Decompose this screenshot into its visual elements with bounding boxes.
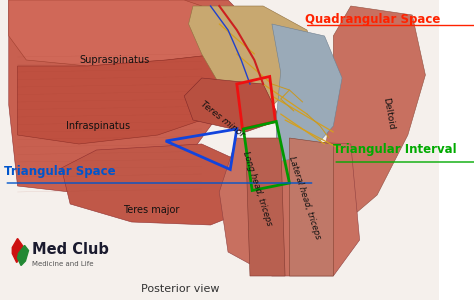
Text: Supraspinatus: Supraspinatus: [79, 55, 149, 65]
Text: Teres minor: Teres minor: [199, 100, 246, 140]
Polygon shape: [272, 24, 342, 162]
Polygon shape: [12, 238, 23, 262]
Text: Infraspinatus: Infraspinatus: [66, 121, 130, 131]
Polygon shape: [18, 245, 28, 266]
Polygon shape: [18, 54, 228, 144]
Polygon shape: [184, 78, 281, 132]
Polygon shape: [316, 6, 425, 225]
Polygon shape: [0, 0, 438, 300]
Polygon shape: [290, 138, 333, 276]
Text: Posterior view: Posterior view: [141, 284, 219, 295]
Text: Lateral head, triceps: Lateral head, triceps: [287, 155, 322, 241]
Text: Triangular Space: Triangular Space: [4, 164, 116, 178]
Text: Long head, triceps: Long head, triceps: [241, 151, 273, 227]
Polygon shape: [189, 6, 316, 114]
Polygon shape: [246, 138, 285, 276]
Polygon shape: [9, 0, 246, 66]
Polygon shape: [219, 138, 360, 276]
Text: Deltoid: Deltoid: [381, 97, 395, 131]
Text: Triangular Interval: Triangular Interval: [333, 143, 457, 157]
Text: Quadrangular Space: Quadrangular Space: [305, 14, 440, 26]
Text: Med Club: Med Club: [32, 242, 109, 256]
Polygon shape: [62, 144, 263, 225]
Text: Medicine and Life: Medicine and Life: [32, 261, 93, 267]
Polygon shape: [9, 0, 263, 195]
Text: Teres major: Teres major: [123, 205, 179, 215]
